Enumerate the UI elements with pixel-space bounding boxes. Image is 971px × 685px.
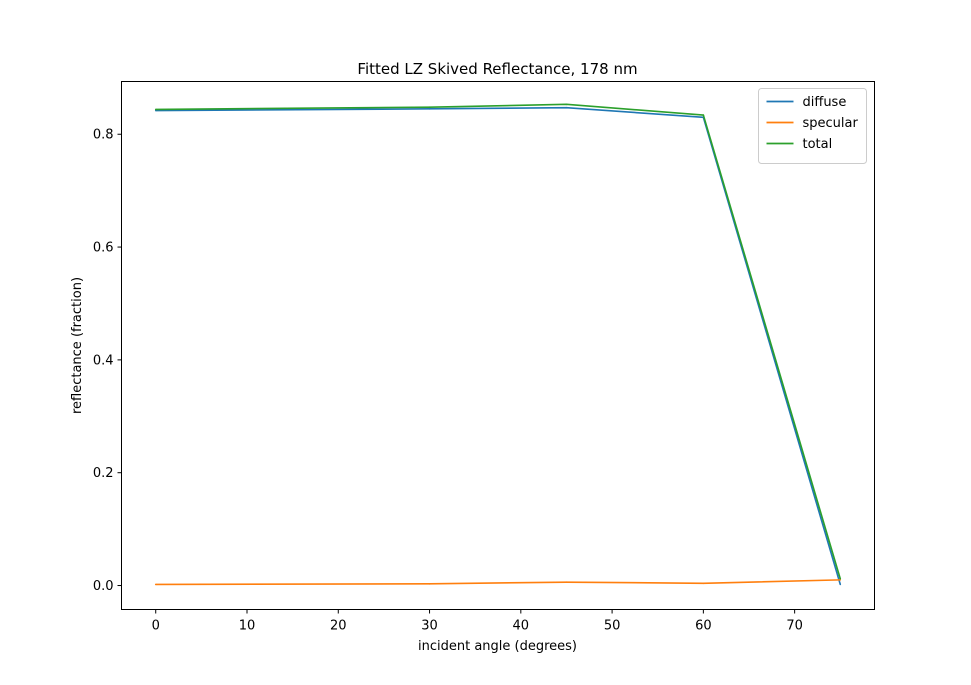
y-tick-label: 0.0 xyxy=(93,579,114,594)
data-point-specular xyxy=(702,582,705,585)
y-tick-label: 0.8 xyxy=(93,128,114,143)
data-point-total xyxy=(154,108,157,111)
data-point-total xyxy=(428,106,431,108)
x-tick-label: 40 xyxy=(513,619,530,634)
y-tick-label: 0.6 xyxy=(93,241,114,256)
data-point-specular xyxy=(154,583,157,586)
data-point-total xyxy=(702,114,705,116)
x-axis-label: incident angle (degrees) xyxy=(418,639,577,654)
x-tick-label: 50 xyxy=(604,619,621,634)
series-group xyxy=(154,103,842,586)
x-tick-label: 20 xyxy=(330,619,347,634)
y-axis-label: reflectance (fraction) xyxy=(70,277,85,414)
x-axis: 0 10 20 30 40 50 60 70 xyxy=(152,609,803,634)
legend-label-total: total xyxy=(803,137,833,152)
data-point-diffuse xyxy=(428,108,431,110)
data-point-total xyxy=(565,103,568,106)
x-tick-label: 10 xyxy=(239,619,256,634)
legend: diffuse specular total xyxy=(758,88,867,164)
data-point-total xyxy=(839,577,842,580)
y-axis: 0.0 0.2 0.4 0.6 0.8 xyxy=(93,128,122,594)
legend-label-diffuse: diffuse xyxy=(803,95,847,110)
x-tick-label: 70 xyxy=(786,619,803,634)
data-point-specular xyxy=(565,581,568,583)
data-point-diffuse xyxy=(565,106,568,109)
data-point-specular xyxy=(428,583,431,585)
x-tick-label: 0 xyxy=(152,619,160,634)
x-tick-label: 60 xyxy=(695,619,712,634)
legend-box xyxy=(758,88,867,164)
chart-title: Fitted LZ Skived Reflectance, 178 nm xyxy=(357,60,637,78)
y-tick-label: 0.4 xyxy=(93,353,114,368)
x-tick-label: 30 xyxy=(421,619,438,634)
y-tick-label: 0.2 xyxy=(93,466,114,481)
legend-label-specular: specular xyxy=(803,116,859,131)
data-point-diffuse xyxy=(839,583,842,586)
axes-frame xyxy=(121,81,875,610)
data-point-specular xyxy=(839,579,842,581)
